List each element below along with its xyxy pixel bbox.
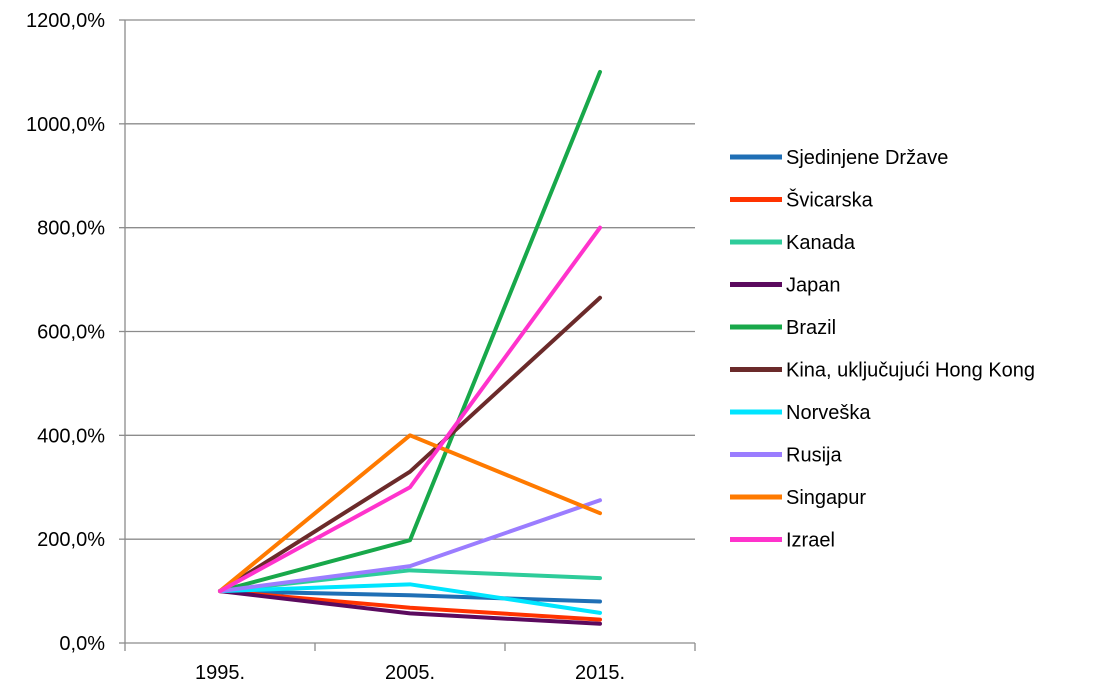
x-tick-label: 2005.	[385, 662, 435, 684]
grid	[125, 19, 695, 540]
series-line	[218, 498, 602, 594]
legend-label: Švicarska	[786, 189, 874, 212]
series-line	[218, 582, 602, 615]
series-line	[218, 433, 602, 594]
y-tick-label: 1200,0%	[26, 10, 105, 32]
x-tick-label: 2015.	[575, 662, 625, 684]
legend-label: Japan	[786, 275, 841, 297]
legend-label: Norveška	[786, 402, 871, 424]
legend-label: Sjedinjene Države	[786, 147, 948, 169]
y-tick-label: 1000,0%	[26, 114, 105, 136]
series-line	[218, 295, 602, 594]
y-tick-label: 0,0%	[59, 633, 105, 655]
legend-label: Singapur	[786, 487, 866, 509]
legend-label: Izrael	[786, 530, 835, 552]
series-line	[218, 589, 602, 626]
series-line	[218, 589, 602, 604]
y-tick-label: 800,0%	[37, 218, 105, 240]
series-lines	[218, 69, 602, 626]
legend-label: Kanada	[786, 232, 856, 254]
legend: Sjedinjene Države Švicarska Kanada Japan Bra…	[730, 147, 1035, 552]
series-line	[218, 69, 602, 594]
y-tick-label: 600,0%	[37, 322, 105, 344]
y-tick-label: 400,0%	[37, 425, 105, 447]
series-line	[218, 225, 602, 594]
x-tick-label: 1995.	[195, 662, 245, 684]
axes: 0,0% 200,0% 400,0% 600,0% 800,0% 1000,0% 1200,…	[26, 10, 696, 684]
legend-label: Rusija	[786, 445, 842, 467]
legend-label: Brazil	[786, 317, 836, 339]
legend-label: Kina, uključujući Hong Kong	[786, 360, 1035, 382]
y-tick-label: 200,0%	[37, 529, 105, 551]
